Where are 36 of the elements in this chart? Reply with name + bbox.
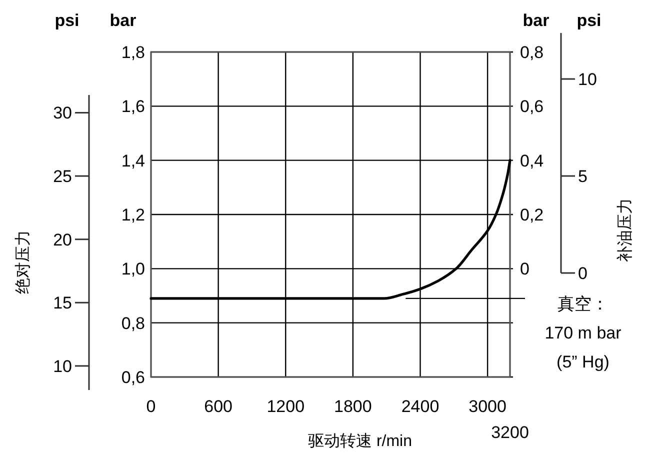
x-axis-title: 驱动转速 r/min [308, 432, 412, 450]
y-tick-label: 0,6 [121, 368, 145, 387]
text: 3200 [491, 423, 529, 442]
text: 10 [578, 70, 597, 89]
y-tick-label: 1,6 [121, 97, 145, 116]
y2-tick-label: 0 [520, 260, 530, 279]
y2-tick-label: 0,4 [520, 151, 544, 170]
y3-tick-label: 20 [53, 230, 72, 250]
text: bar [110, 11, 137, 30]
text: psi [54, 11, 80, 30]
y-tick-label: 1,4 [121, 151, 145, 170]
y2-tick-label: 0,6 [520, 97, 544, 116]
text: bar [522, 11, 550, 30]
text: 5 [578, 167, 588, 186]
y-tick-label: 1,2 [121, 206, 145, 224]
annotation: 真空： 170 m bar (5” Hg) [544, 294, 622, 372]
text: psi [576, 11, 602, 30]
x-tick-label: 0 [146, 397, 156, 416]
y2-axis-title: 补油压力 [616, 198, 634, 262]
x-tick-label: 600 [204, 397, 232, 416]
text: 0 [578, 264, 588, 283]
y3-tick-label: 30 [53, 104, 72, 123]
x-tick-label: 1200 [266, 397, 305, 416]
y-axis-title: 绝对压力 [14, 230, 32, 294]
x-tick-label: 1800 [334, 397, 372, 416]
y-tick-label: 0,8 [121, 314, 145, 333]
y2-tick-label: 0,8 [520, 43, 544, 62]
x-tick-label: 2400 [401, 397, 440, 416]
y2-tick-label: 0,2 [520, 206, 544, 224]
y3-tick-label: 10 [53, 356, 72, 376]
line-series [150, 159, 512, 300]
y3-tick-label: 25 [53, 167, 72, 186]
y3-tick-label: 15 [53, 294, 72, 313]
y-tick-label: 1,8 [121, 43, 145, 62]
y-tick-label: 1,0 [121, 260, 145, 279]
x-tick-label: 3000 [468, 397, 506, 416]
